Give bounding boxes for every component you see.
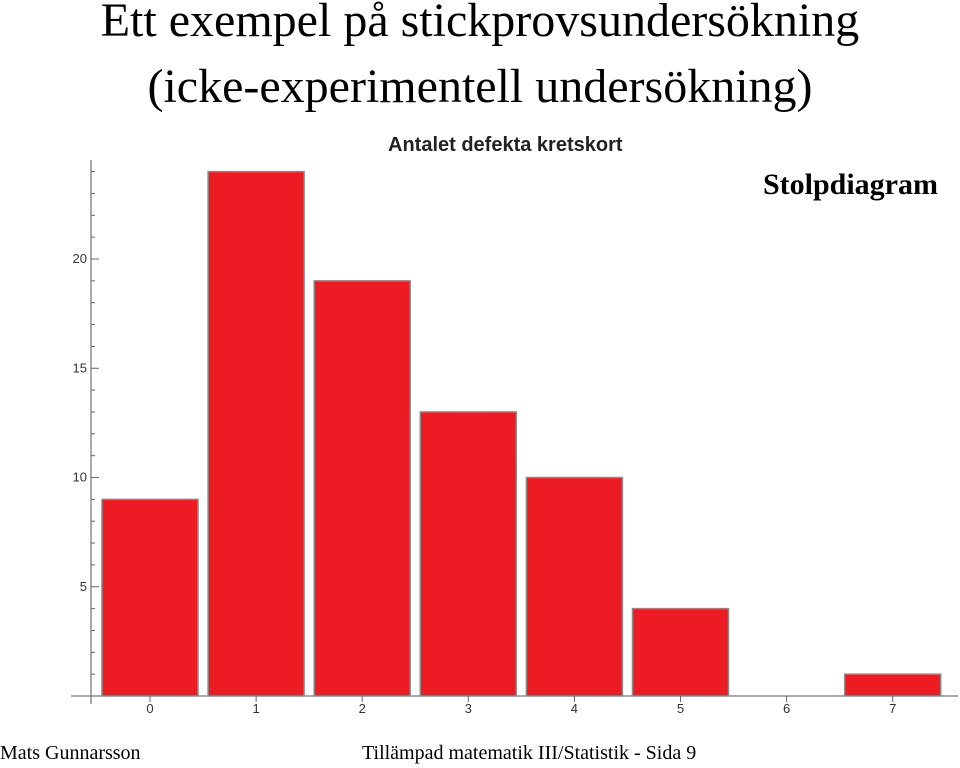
x-tick-label: 2	[359, 701, 366, 716]
slide-title-line-1: Ett exempel på stickprovsundersökning	[100, 0, 860, 47]
chart-title: Antalet defekta kretskort	[388, 134, 623, 156]
y-tick-label: 15	[73, 360, 87, 375]
x-tick-label: 5	[677, 701, 684, 716]
y-tick-label: 5	[80, 579, 87, 594]
x-tick-label: 7	[889, 701, 896, 716]
footer-author: Mats Gunnarsson	[0, 742, 141, 764]
footer-course-page: Tillämpad matematik III/Statistik - Sida…	[362, 742, 697, 764]
x-tick-label: 6	[783, 701, 790, 716]
chart-type-annotation: Stolpdiagram	[762, 168, 938, 201]
x-tick-label: 3	[465, 701, 472, 716]
x-tick-label: 0	[146, 701, 153, 716]
y-tick-label: 20	[73, 251, 87, 266]
bar-3	[419, 411, 518, 697]
x-tick-label: 1	[252, 701, 259, 716]
bar-2	[313, 280, 411, 697]
bar-0	[101, 498, 199, 697]
bar-1	[207, 170, 305, 697]
bar-5	[631, 607, 730, 697]
x-tick-label: 4	[571, 701, 578, 716]
bar-4	[525, 476, 624, 697]
y-tick-label: 10	[73, 470, 87, 485]
slide-title-line-2: (icke-experimentell undersökning)	[147, 60, 813, 113]
bar-7	[843, 673, 942, 697]
